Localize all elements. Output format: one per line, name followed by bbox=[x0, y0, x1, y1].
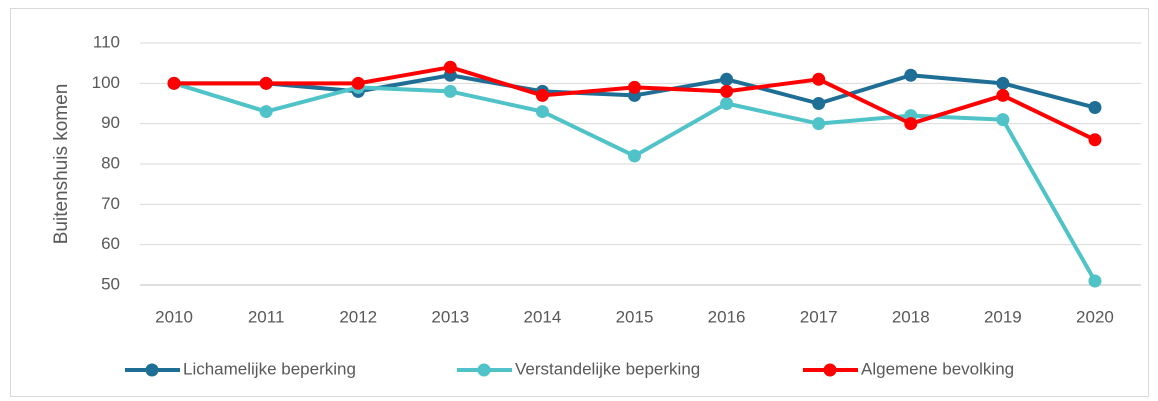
legend-label: Verstandelijke beperking bbox=[515, 359, 700, 378]
data-point bbox=[535, 88, 549, 102]
x-tick-label: 2012 bbox=[339, 307, 377, 326]
y-tick-label: 60 bbox=[101, 234, 120, 253]
legend-label: Lichamelijke beperking bbox=[183, 359, 356, 378]
chart-frame bbox=[10, 8, 1149, 397]
data-point bbox=[443, 60, 457, 74]
x-tick-label: 2016 bbox=[708, 307, 746, 326]
x-tick-label: 2018 bbox=[892, 307, 930, 326]
x-tick-label: 2015 bbox=[616, 307, 654, 326]
data-point bbox=[812, 97, 826, 110]
y-tick-label: 100 bbox=[92, 73, 120, 92]
data-point bbox=[996, 88, 1010, 102]
data-point bbox=[351, 76, 365, 90]
data-point bbox=[1088, 133, 1102, 147]
x-tick-label: 2019 bbox=[984, 307, 1022, 326]
y-tick-label: 70 bbox=[101, 194, 120, 213]
data-point bbox=[628, 149, 641, 163]
x-tick-label: 2011 bbox=[248, 307, 285, 326]
legend-label: Algemene bevolking bbox=[861, 359, 1014, 378]
series-line bbox=[173, 81, 1097, 282]
data-point bbox=[996, 113, 1010, 127]
data-point bbox=[443, 84, 457, 98]
data-point bbox=[904, 68, 918, 82]
data-point bbox=[720, 84, 734, 98]
legend-marker bbox=[477, 363, 491, 377]
data-point bbox=[720, 97, 734, 110]
data-point bbox=[720, 72, 734, 86]
y-tick-label: 50 bbox=[101, 274, 120, 293]
data-point bbox=[812, 117, 826, 131]
data-point bbox=[904, 117, 918, 131]
data-point bbox=[812, 72, 826, 86]
y-tick-label: 90 bbox=[101, 113, 120, 132]
data-point bbox=[535, 105, 549, 119]
x-tick-label: 2017 bbox=[800, 307, 838, 326]
data-point bbox=[996, 76, 1010, 90]
data-point bbox=[628, 80, 641, 94]
x-tick-label: 2013 bbox=[431, 307, 469, 326]
x-tick-label: 2020 bbox=[1076, 307, 1114, 326]
data-point bbox=[259, 105, 273, 119]
legend-marker bbox=[145, 363, 159, 377]
x-tick-label: 2014 bbox=[523, 307, 561, 326]
y-axis-label: Buitenshuis komen bbox=[51, 84, 72, 245]
y-tick-label: 80 bbox=[101, 153, 120, 172]
data-point bbox=[1088, 274, 1102, 288]
data-point bbox=[167, 76, 181, 90]
x-tick-label: 2010 bbox=[155, 307, 193, 326]
y-tick-label: 110 bbox=[93, 32, 120, 51]
data-point bbox=[259, 76, 273, 90]
legend-marker bbox=[823, 363, 837, 377]
data-point bbox=[1088, 101, 1102, 115]
